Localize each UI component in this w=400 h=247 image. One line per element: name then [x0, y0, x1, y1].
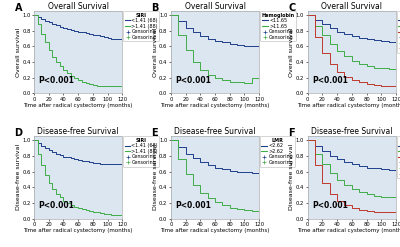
- Title: Overall Survival: Overall Survival: [48, 2, 109, 11]
- Text: C: C: [288, 3, 296, 13]
- Text: P<0.001: P<0.001: [175, 76, 211, 85]
- Y-axis label: Disease-free survival: Disease-free survival: [153, 144, 158, 210]
- X-axis label: Time after radical cystectomy (months): Time after radical cystectomy (months): [160, 103, 270, 108]
- X-axis label: Time after radical cystectomy (months): Time after radical cystectomy (months): [160, 228, 270, 233]
- X-axis label: Time after radical cystectomy (months): Time after radical cystectomy (months): [24, 103, 133, 108]
- Y-axis label: Disease-free survival: Disease-free survival: [16, 144, 21, 210]
- Y-axis label: Disease-free survival: Disease-free survival: [290, 144, 294, 210]
- Text: P<0.001: P<0.001: [312, 76, 348, 85]
- Legend: Grade I, Grade II, Grade III, Censoring, Censoring, Censoring: Grade I, Grade II, Grade III, Censoring,…: [397, 136, 400, 178]
- Title: Overall Survival: Overall Survival: [321, 2, 382, 11]
- Text: P<0.001: P<0.001: [38, 76, 74, 85]
- Y-axis label: Overall survival: Overall survival: [16, 28, 21, 77]
- X-axis label: Time after radical cystectomy (months): Time after radical cystectomy (months): [24, 228, 133, 233]
- Legend: <1.41 (68), >1.41 (88), Censoring, Censoring: <1.41 (68), >1.41 (88), Censoring, Censo…: [123, 11, 159, 41]
- Legend: <2.62, >2.62, Censoring, Censoring: <2.62, >2.62, Censoring, Censoring: [260, 136, 294, 166]
- Title: Disease-free Survival: Disease-free Survival: [174, 127, 256, 136]
- Legend: Grade I, Grade II, Grade III, Censoring, Censoring, Censoring: Grade I, Grade II, Grade III, Censoring,…: [397, 11, 400, 53]
- Legend: <11.65, >11.65, Censoring, Censoring: <11.65, >11.65, Censoring, Censoring: [260, 11, 296, 41]
- Text: P<0.001: P<0.001: [312, 201, 348, 210]
- Title: Disease-free Survival: Disease-free Survival: [37, 127, 119, 136]
- Title: Overall Survival: Overall Survival: [184, 2, 246, 11]
- Text: P<0.001: P<0.001: [175, 201, 211, 210]
- Text: A: A: [14, 3, 22, 13]
- Text: E: E: [152, 128, 158, 138]
- Text: D: D: [14, 128, 22, 138]
- Y-axis label: Overall survival: Overall survival: [153, 28, 158, 77]
- Y-axis label: Overall survival: Overall survival: [290, 28, 294, 77]
- Text: P<0.001: P<0.001: [38, 201, 74, 210]
- Legend: <1.41 (68), >1.41 (88), Censoring, Censoring: <1.41 (68), >1.41 (88), Censoring, Censo…: [123, 136, 159, 166]
- Text: F: F: [288, 128, 295, 138]
- X-axis label: Time after radical cystectomy (months): Time after radical cystectomy (months): [297, 228, 400, 233]
- Title: Disease-free Survival: Disease-free Survival: [311, 127, 393, 136]
- Text: B: B: [152, 3, 159, 13]
- X-axis label: Time after radical cystectomy (months): Time after radical cystectomy (months): [297, 103, 400, 108]
